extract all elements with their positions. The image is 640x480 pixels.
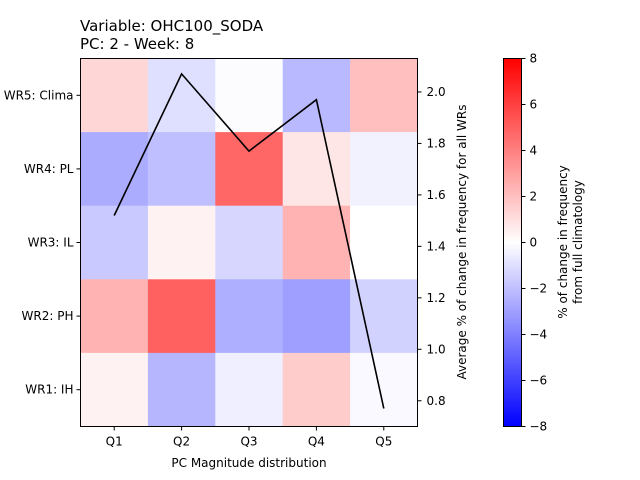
colorbar-label-line2: from full climatology [571,180,585,304]
colorbar-tick-label: −4 [530,328,548,342]
colorbar-ticks: −8 −6 −4 −2 0 2 4 6 8 [521,52,548,434]
colorbar-tick-label: 8 [530,52,538,66]
colorbar-tick-label: −8 [530,420,548,434]
y-axis-ticks: WR5: Clima WR4: PL WR3: IL WR2: PH WR1: IH [4,88,81,397]
y-tick-label: WR5: Clima [4,88,74,102]
colorbar-tick-label: 2 [530,190,538,204]
heatmap-cell [80,132,149,206]
y2-tick-label: 1.6 [427,188,446,202]
y2-tick-label: 1.0 [427,342,446,356]
y-tick-label: WR3: IL [28,236,74,250]
colorbar-tick-label: −2 [530,282,548,296]
x-tick-label: Q5 [375,435,392,449]
average-change-line [113,72,385,409]
heatmap-cell [282,132,351,206]
y2-tick-label: 1.2 [427,291,446,305]
heatmap-cell [147,58,216,133]
colorbar-tick-label: 0 [530,236,538,250]
y2-axis-ticks: 0.8 1.0 1.2 1.4 1.6 1.8 2.0 [417,85,446,408]
x-tick-label: Q3 [240,435,257,449]
y2-axis-label: Average % of change in frequency for all… [455,104,469,379]
heatmap-cell [350,132,418,206]
heatmap-cells [80,58,418,427]
y2-tick-label: 1.8 [427,136,446,150]
colorbar-tick-label: 4 [530,144,538,158]
y2-tick-label: 1.4 [427,239,446,253]
colorbar [503,58,522,427]
heatmap-cell [215,205,283,280]
y-tick-label: WR2: PH [22,309,74,323]
x-axis-label: PC Magnitude distribution [171,456,326,470]
heatmap-cell [80,279,149,354]
x-tick-label: Q2 [173,435,190,449]
chart-title-pc-week: PC: 2 - Week: 8 [80,35,194,53]
heatmap-cell [350,205,418,280]
y-tick-label: WR1: IH [25,383,73,397]
heatmap-cell [282,58,351,133]
y2-tick-label: 2.0 [427,85,446,99]
heatmap-cell [80,58,149,133]
x-tick-label: Q4 [308,435,325,449]
colorbar-tick-label: 6 [530,98,538,112]
heatmap-cell [350,279,418,354]
heatmap-cell [147,132,216,206]
heatmap-cell [215,58,283,133]
heatmap-cell [350,58,418,133]
heatmap-cell [147,352,216,427]
heatmap-cell [215,132,283,206]
heatmap-cell [80,352,149,427]
colorbar-label-line1: % of change in frequency [556,165,570,319]
y2-tick-label: 0.8 [427,394,446,408]
x-axis-ticks: Q1 Q2 Q3 Q4 Q5 [106,426,392,449]
chart-title-variable: Variable: OHC100_SODA [80,17,264,36]
y-tick-label: WR4: PL [24,162,74,176]
heatmap-cell [282,279,351,354]
heatmap-cell [215,279,283,354]
heatmap-cell [147,205,216,280]
heatmap-cell [147,279,216,354]
heatmap-cell [282,205,351,280]
heatmap-cell [350,352,418,427]
heatmap-cell [282,352,351,427]
colorbar-tick-label: −6 [530,374,548,388]
heatmap-cell [80,205,149,280]
x-tick-label: Q1 [106,435,123,449]
heatmap-cell [215,352,283,427]
